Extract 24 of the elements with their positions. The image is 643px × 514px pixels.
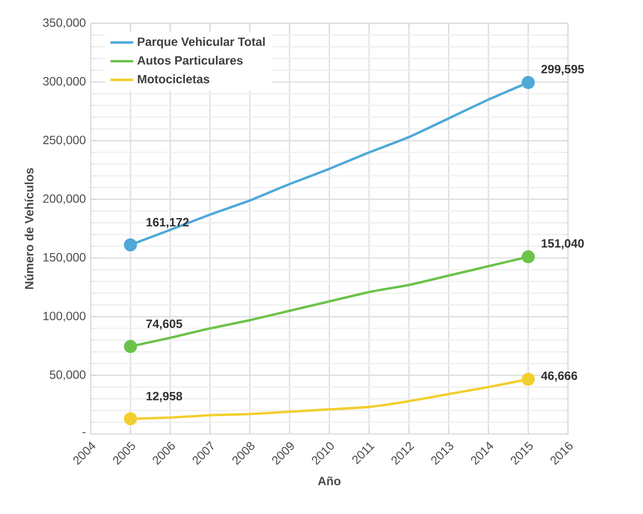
point (124, 340, 137, 353)
data-label: 74,605 (146, 320, 182, 330)
data-label: 46,666 (541, 371, 578, 382)
legend-label: Motocicletas (138, 74, 210, 84)
legend-label: Autos Particulares (137, 56, 243, 65)
legend-label: Parque Vehicular Total (138, 37, 265, 48)
y-tick-label: 100,000 (44, 312, 86, 322)
data-label: 151,040 (542, 239, 584, 250)
y-tick-label: 50,000 (50, 370, 86, 380)
y-tick-label: 150,000 (44, 253, 86, 263)
y-axis-title: Número de Vehículos (24, 168, 34, 289)
y-tick-label: 350,000 (43, 18, 86, 28)
point (522, 372, 535, 386)
x-axis-title: Año (318, 476, 341, 486)
y-tick-label: 250,000 (43, 136, 86, 146)
y-tick-label: 300,000 (43, 77, 86, 87)
data-label: 299,595 (541, 64, 584, 76)
y-tick-label: - (82, 432, 86, 434)
point (124, 238, 137, 252)
point (522, 76, 535, 90)
point (124, 412, 137, 426)
point (522, 250, 535, 264)
data-label: 12,958 (146, 392, 182, 402)
y-tick-label: 200,000 (43, 194, 86, 204)
